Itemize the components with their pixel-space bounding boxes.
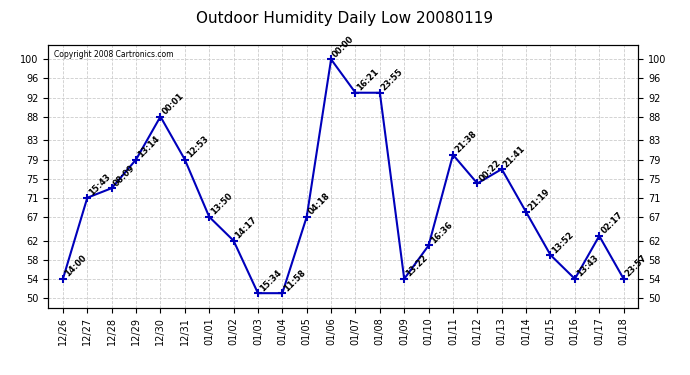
Text: 21:38: 21:38 xyxy=(453,130,478,155)
Text: 23:55: 23:55 xyxy=(380,68,405,93)
Text: 16:21: 16:21 xyxy=(355,68,381,93)
Text: 12:53: 12:53 xyxy=(185,134,210,159)
Text: 00:01: 00:01 xyxy=(161,92,186,117)
Text: 02:17: 02:17 xyxy=(599,211,624,236)
Text: 13:43: 13:43 xyxy=(575,254,600,279)
Text: 13:52: 13:52 xyxy=(551,230,575,255)
Text: 00:00: 00:00 xyxy=(331,34,356,59)
Text: 04:18: 04:18 xyxy=(307,192,332,217)
Text: 13:22: 13:22 xyxy=(404,254,429,279)
Text: 08:09: 08:09 xyxy=(112,163,137,188)
Text: 15:34: 15:34 xyxy=(258,268,283,293)
Text: 14:17: 14:17 xyxy=(234,215,259,241)
Text: 16:36: 16:36 xyxy=(428,220,454,246)
Text: 23:57: 23:57 xyxy=(624,254,649,279)
Text: 00:22: 00:22 xyxy=(477,158,502,183)
Text: Outdoor Humidity Daily Low 20080119: Outdoor Humidity Daily Low 20080119 xyxy=(197,11,493,26)
Text: 15:43: 15:43 xyxy=(88,172,112,198)
Text: 11:58: 11:58 xyxy=(282,268,308,293)
Text: 13:50: 13:50 xyxy=(209,192,235,217)
Text: 21:41: 21:41 xyxy=(502,144,527,169)
Text: 14:00: 14:00 xyxy=(63,254,88,279)
Text: 13:14: 13:14 xyxy=(136,134,161,159)
Text: 21:19: 21:19 xyxy=(526,187,551,212)
Text: Copyright 2008 Cartronics.com: Copyright 2008 Cartronics.com xyxy=(55,50,174,59)
